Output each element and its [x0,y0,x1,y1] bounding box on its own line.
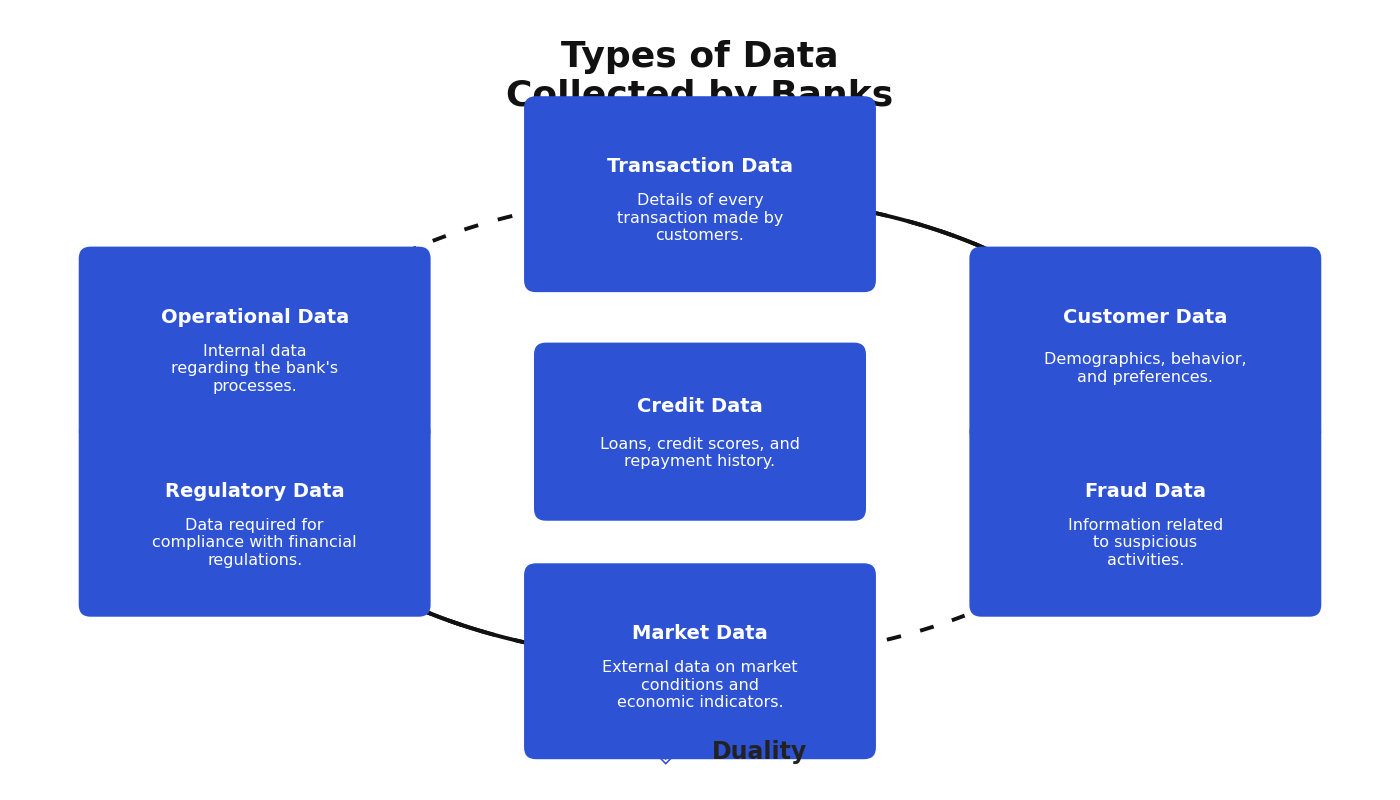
FancyBboxPatch shape [969,421,1322,617]
Text: Duality: Duality [713,740,808,764]
FancyBboxPatch shape [969,246,1322,442]
Text: Information related
to suspicious
activities.: Information related to suspicious activi… [1068,518,1224,568]
Text: Credit Data: Credit Data [637,398,763,417]
Text: Demographics, behavior,
and preferences.: Demographics, behavior, and preferences. [1044,353,1246,385]
FancyBboxPatch shape [524,96,876,292]
Text: Market Data: Market Data [633,624,767,643]
Text: Fraud Data: Fraud Data [1085,482,1205,501]
Text: Operational Data: Operational Data [161,307,349,326]
FancyBboxPatch shape [533,342,867,521]
Text: Details of every
transaction made by
customers.: Details of every transaction made by cus… [617,194,783,243]
Text: Internal data
regarding the bank's
processes.: Internal data regarding the bank's proce… [171,344,339,394]
Text: ◈: ◈ [654,738,678,766]
Text: Types of Data
Collected by Banks: Types of Data Collected by Banks [507,40,893,113]
Text: Loans, credit scores, and
repayment history.: Loans, credit scores, and repayment hist… [601,437,799,470]
Text: Regulatory Data: Regulatory Data [165,482,344,501]
Text: Data required for
compliance with financial
regulations.: Data required for compliance with financ… [153,518,357,568]
Text: External data on market
conditions and
economic indicators.: External data on market conditions and e… [602,661,798,710]
Text: Customer Data: Customer Data [1063,307,1228,326]
FancyBboxPatch shape [524,563,876,759]
FancyBboxPatch shape [78,246,431,442]
FancyBboxPatch shape [78,421,431,617]
Text: Transaction Data: Transaction Data [608,157,792,176]
